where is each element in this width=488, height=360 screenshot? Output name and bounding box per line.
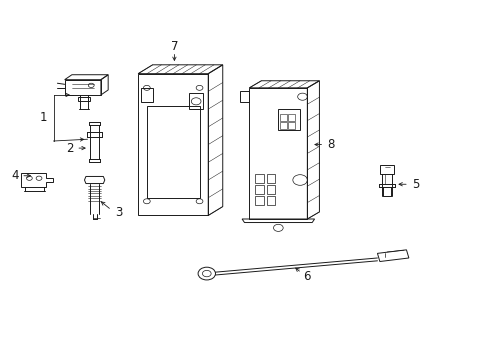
Bar: [266, 174, 275, 183]
Bar: [255, 185, 264, 194]
Bar: [255, 174, 264, 183]
Text: 3: 3: [115, 206, 122, 219]
Text: 4: 4: [11, 169, 19, 182]
Bar: [288, 122, 295, 129]
Bar: [288, 114, 295, 121]
Text: 2: 2: [65, 141, 73, 154]
Bar: [146, 105, 199, 198]
Bar: [188, 93, 203, 109]
Bar: [255, 196, 264, 205]
Bar: [140, 88, 152, 102]
Bar: [279, 122, 286, 129]
Bar: [266, 185, 275, 194]
Bar: [266, 196, 275, 205]
Text: 8: 8: [326, 138, 334, 151]
Bar: [279, 114, 286, 121]
Text: 7: 7: [170, 40, 178, 53]
Bar: [138, 74, 208, 215]
Bar: [278, 109, 300, 130]
Bar: [249, 88, 307, 219]
Text: 1: 1: [40, 112, 47, 125]
Bar: [78, 98, 90, 101]
Text: 5: 5: [411, 178, 419, 191]
Text: 6: 6: [302, 270, 309, 283]
Bar: [380, 165, 393, 174]
